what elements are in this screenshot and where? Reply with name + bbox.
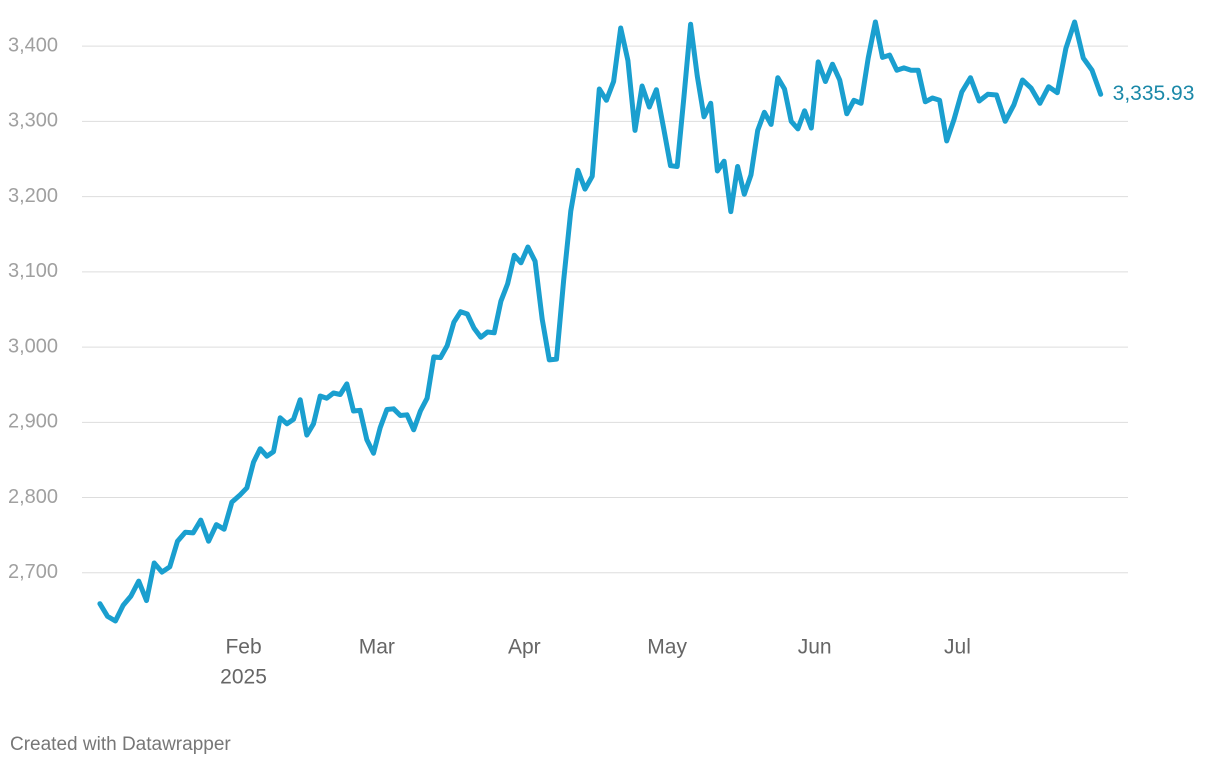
y-tick-label: 3,200 [8,185,58,207]
x-tick-label: Jul [944,636,971,659]
value-label: 3,335.93 [1113,82,1195,105]
line [97,19,1104,624]
y-tick-label: 2,700 [8,561,58,583]
x-tick-label: Apr [508,636,541,659]
x-tick-label: Jun [798,636,832,659]
y-tick-label: 2,800 [8,486,58,508]
y-tick-label: 3,000 [8,335,58,357]
y-tick-label: 3,400 [8,34,58,56]
x-tick-label: Mar [359,636,395,659]
footer: Created with Datawrapper [10,734,231,755]
y-tick-label: 3,100 [8,260,58,282]
y-tick-label: 2,900 [8,411,58,433]
x-tick-label: May [647,636,687,659]
x-tick-label: Feb [225,636,261,659]
y-tick-label: 3,300 [8,110,58,132]
x-year-label: 2025 [220,666,267,689]
